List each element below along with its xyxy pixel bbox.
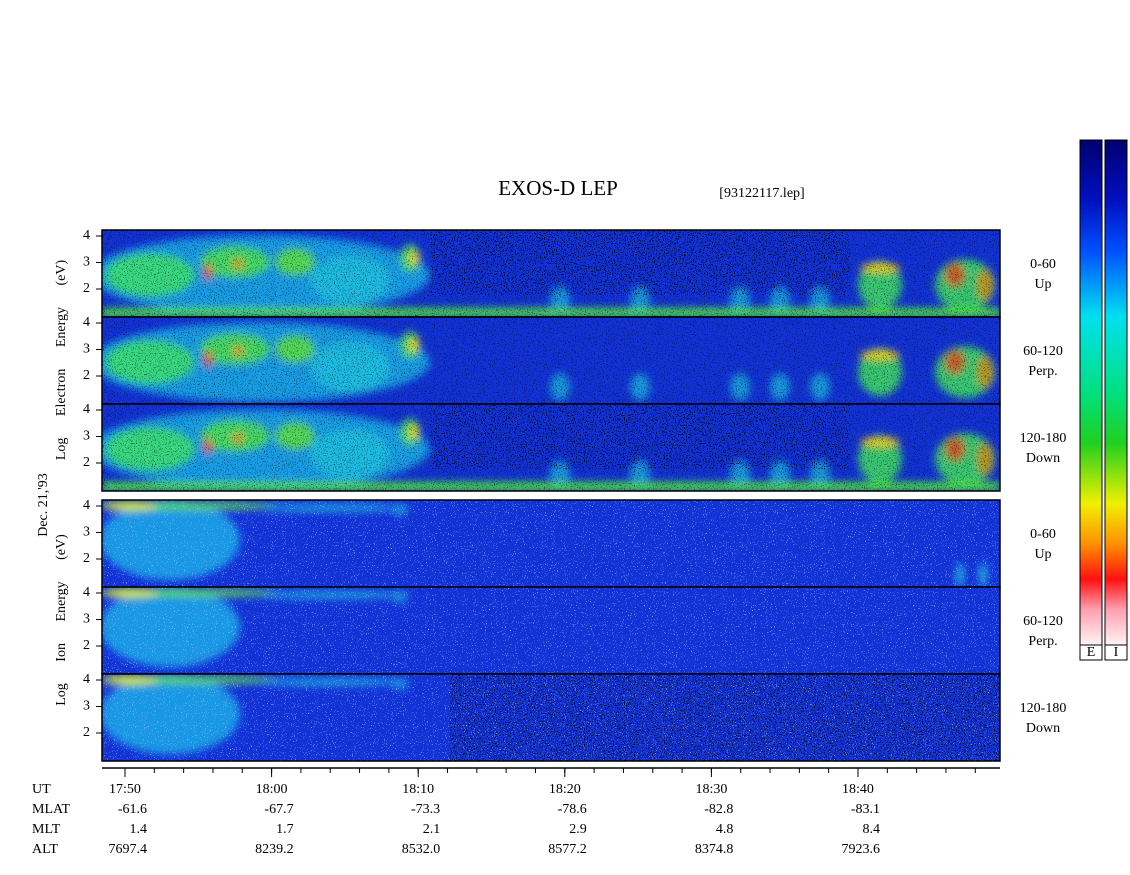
spectrogram [102, 500, 1000, 587]
orbit-value: 7697.4 [109, 842, 148, 857]
noise [102, 587, 1000, 674]
orbit-value: -67.7 [264, 802, 293, 817]
file-name: [93122117.lep] [719, 186, 804, 201]
panel-frame [101, 673, 1001, 762]
orbit-value: 8577.2 [548, 842, 587, 857]
orbit-value: 1.7 [276, 822, 294, 837]
spectrogram [102, 317, 1000, 404]
noise [102, 500, 1000, 587]
orbit-value: 7923.6 [842, 842, 881, 857]
spectrogram [102, 674, 1000, 761]
y-tick-label: 3 [83, 342, 90, 357]
orbit-value: 8.4 [863, 822, 881, 837]
y-tick-label: 3 [83, 429, 90, 444]
y-tick-label: 4 [83, 315, 90, 330]
y-tick-label: 4 [83, 402, 90, 417]
y-tick-label: 2 [83, 551, 90, 566]
spectrogram [102, 230, 1000, 317]
time-label: 17:50 [109, 782, 141, 797]
time-label: 18:40 [842, 782, 874, 797]
panel-direction: Down [1026, 721, 1060, 736]
row-name: UT [32, 782, 51, 797]
electron-axis-label: Log Electron Energy (eV) [54, 260, 69, 461]
panel-angle: 60-120 [1023, 614, 1063, 629]
y-tick-label: 4 [83, 228, 90, 243]
orbit-value: -61.6 [118, 802, 147, 817]
time-label: 18:30 [695, 782, 727, 797]
orbit-value: -73.3 [411, 802, 440, 817]
panel-angle: 60-120 [1023, 344, 1063, 359]
orbit-value: 8239.2 [255, 842, 294, 857]
color-bars: E I [1079, 139, 1128, 661]
noise [102, 404, 1000, 491]
orbit-value: -82.8 [704, 802, 733, 817]
panel-direction: Down [1026, 451, 1060, 466]
panel-direction: Up [1034, 547, 1051, 562]
color-bar-label: I [1114, 645, 1119, 660]
panel-angle: 0-60 [1030, 527, 1056, 542]
noise [450, 674, 1000, 761]
orbit-value: 2.1 [423, 822, 441, 837]
time-label: 18:00 [256, 782, 288, 797]
y-tick-label: 2 [83, 725, 90, 740]
row-name: MLT [32, 822, 61, 837]
orbit-value: 4.8 [716, 822, 734, 837]
spectrogram [102, 404, 1000, 491]
date: Dec. 21,'93 [36, 473, 51, 537]
noise [102, 230, 1000, 317]
panel-direction: Perp. [1028, 634, 1057, 649]
y-tick-label: 3 [83, 699, 90, 714]
noise [102, 317, 1000, 404]
panel-direction: Up [1034, 277, 1051, 292]
y-tick-label: 3 [83, 612, 90, 627]
y-tick-label: 2 [83, 368, 90, 383]
orbit-value: 1.4 [130, 822, 148, 837]
orbit-value: 8532.0 [402, 842, 441, 857]
ion-axis-label: Log Ion Energy (eV) [54, 534, 69, 706]
row-name: ALT [32, 842, 58, 857]
panel-angle: 120-180 [1020, 431, 1067, 446]
title: EXOS-D LEP [498, 176, 618, 200]
y-tick-label: 2 [83, 638, 90, 653]
time-label: 18:10 [402, 782, 434, 797]
row-name: MLAT [32, 802, 71, 817]
y-tick-label: 4 [83, 498, 90, 513]
color-bar-label: E [1087, 645, 1096, 660]
panel-frame [101, 403, 1001, 492]
orbit-value: 8374.8 [695, 842, 734, 857]
y-tick-label: 2 [83, 281, 90, 296]
panel-angle: 120-180 [1020, 701, 1067, 716]
y-tick-label: 2 [83, 455, 90, 470]
spectrogram [102, 587, 1000, 674]
y-tick-label: 4 [83, 585, 90, 600]
orbit-value: -83.1 [851, 802, 880, 817]
time-label: 18:20 [549, 782, 581, 797]
orbit-value: 2.9 [569, 822, 587, 837]
orbit-value: -78.6 [558, 802, 587, 817]
panel-direction: Perp. [1028, 364, 1057, 379]
panel-angle: 0-60 [1030, 257, 1056, 272]
y-tick-label: 4 [83, 672, 90, 687]
y-tick-label: 3 [83, 255, 90, 270]
y-tick-label: 3 [83, 525, 90, 540]
